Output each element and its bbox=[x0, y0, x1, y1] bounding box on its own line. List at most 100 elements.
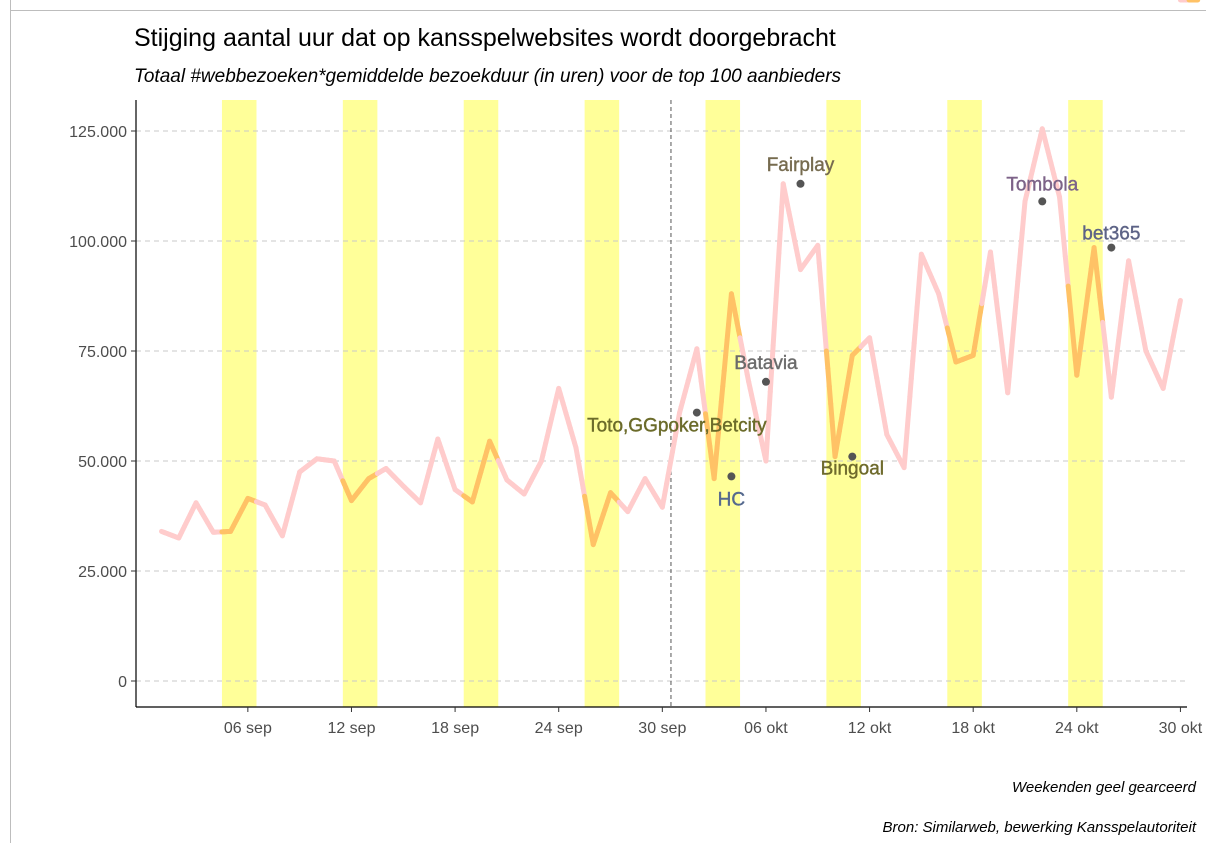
line-segment bbox=[913, 305, 920, 328]
x-tick-label: 18 okt bbox=[951, 720, 995, 737]
series-line bbox=[159, 0, 1201, 548]
line-segment bbox=[711, 460, 719, 482]
line-segment bbox=[829, 418, 837, 442]
weekend-band bbox=[1068, 100, 1103, 707]
line-segment bbox=[726, 306, 733, 328]
annotation-point bbox=[796, 179, 805, 188]
y-tick-label: 75.000 bbox=[78, 344, 127, 361]
line-segment bbox=[766, 389, 773, 418]
x-tick-label: 12 sep bbox=[327, 720, 375, 737]
line-segment bbox=[828, 401, 835, 424]
line-segment bbox=[1015, 262, 1022, 284]
weekend-bands bbox=[221, 100, 1103, 707]
line-segment bbox=[819, 295, 827, 319]
line-segment bbox=[822, 330, 829, 354]
line-segment bbox=[823, 348, 831, 372]
x-axis-tick-labels: 06 sep 12 sep 18 sep 24 sep 30 sep 06 okt 12 o… bbox=[224, 720, 1203, 737]
annotation-label: Batavia bbox=[734, 353, 798, 374]
annotation-label: Fairplay bbox=[767, 155, 835, 176]
caption-source: Bron: Similarweb, bewerking Kansspelauto… bbox=[882, 819, 1196, 836]
x-tick-label: 30 okt bbox=[1159, 720, 1203, 737]
x-tick-label: 30 sep bbox=[638, 720, 686, 737]
annotation-point bbox=[692, 408, 701, 417]
line-segment bbox=[903, 429, 910, 453]
line-segment bbox=[764, 412, 772, 441]
line-segment bbox=[908, 358, 916, 382]
line-segment bbox=[916, 269, 923, 293]
line-segment bbox=[1016, 246, 1024, 268]
grid-lines bbox=[136, 130, 1187, 682]
caption-weekends: Weekenden geel gearceerd bbox=[1011, 779, 1196, 796]
x-tick-label: 12 okt bbox=[848, 720, 892, 737]
line-segment bbox=[826, 383, 834, 407]
line-segment bbox=[724, 322, 732, 343]
annotation-points bbox=[692, 179, 1116, 481]
line-segment bbox=[773, 273, 780, 302]
y-tick-label: 25.000 bbox=[78, 564, 127, 581]
line-segment bbox=[1008, 342, 1015, 364]
frame-left-border bbox=[10, 0, 11, 843]
y-tick-label: 0 bbox=[118, 674, 127, 691]
line-segment bbox=[1019, 214, 1027, 236]
line-segment bbox=[818, 278, 825, 301]
line-segment bbox=[767, 366, 775, 395]
line-segment bbox=[769, 343, 776, 372]
annotation-label: bet365 bbox=[1082, 224, 1140, 245]
annotation-label: Toto,GGpoker,Betcity bbox=[587, 416, 767, 437]
frame-top-border bbox=[10, 10, 1206, 11]
y-tick-label: 125.000 bbox=[69, 124, 127, 141]
line-segment bbox=[911, 322, 919, 346]
x-tick-label: 06 okt bbox=[744, 720, 788, 737]
line-segment bbox=[717, 399, 724, 420]
x-tick-label: 24 sep bbox=[535, 720, 583, 737]
line-segment bbox=[821, 313, 828, 336]
line-segment bbox=[815, 242, 822, 266]
line-segment bbox=[904, 411, 911, 435]
annotation-point bbox=[761, 377, 770, 386]
annotation-point bbox=[1038, 197, 1047, 206]
axes bbox=[131, 100, 1187, 712]
line-segment bbox=[772, 296, 779, 325]
line-segment bbox=[914, 287, 922, 311]
line-segment bbox=[1013, 278, 1021, 300]
annotation-label: Tombola bbox=[1006, 174, 1078, 195]
weekend-band bbox=[463, 100, 499, 707]
line-segment bbox=[1176, 297, 1183, 311]
weekend-band bbox=[342, 100, 378, 707]
line-segment bbox=[720, 368, 727, 389]
annotation-point bbox=[1107, 243, 1116, 252]
annotation-point bbox=[727, 472, 736, 481]
line-segment bbox=[776, 227, 783, 256]
line-segment bbox=[910, 340, 917, 364]
annotation-point bbox=[848, 452, 857, 461]
line-segment bbox=[825, 366, 832, 389]
line-segment bbox=[1006, 358, 1014, 380]
x-tick-label: 18 sep bbox=[431, 720, 479, 737]
x-tick-label: 06 sep bbox=[224, 720, 272, 737]
line-segment bbox=[816, 260, 824, 284]
weekend-band bbox=[947, 100, 982, 707]
chart-title: Stijging aantal uur dat op kansspelwebsi… bbox=[134, 24, 836, 52]
line-segment bbox=[713, 445, 720, 466]
weekend-band bbox=[584, 100, 620, 707]
line-segment bbox=[907, 376, 914, 399]
line-segment bbox=[718, 383, 726, 405]
annotation-label: HC bbox=[718, 489, 745, 510]
line-segment bbox=[721, 352, 729, 374]
annotation-labels: Toto,GGpoker,Betcity HC Batavia Fairplay Bin… bbox=[587, 155, 1141, 511]
line-segment bbox=[1005, 374, 1012, 396]
line-segment bbox=[1009, 326, 1016, 348]
line-segment bbox=[777, 204, 785, 233]
line-segment bbox=[714, 429, 721, 451]
annotation-label: Bingoal bbox=[821, 459, 884, 480]
y-axis-tick-labels: 0 25.000 50.000 75.000 100.000 125.000 bbox=[69, 124, 127, 691]
line-segment bbox=[1018, 230, 1025, 252]
line-segment bbox=[1012, 294, 1019, 316]
line-segment bbox=[763, 435, 770, 464]
line-segment bbox=[715, 414, 723, 435]
line-segment bbox=[1010, 310, 1018, 332]
line-segment bbox=[901, 447, 909, 471]
line-segment bbox=[723, 337, 730, 358]
weekend-band bbox=[221, 100, 257, 707]
